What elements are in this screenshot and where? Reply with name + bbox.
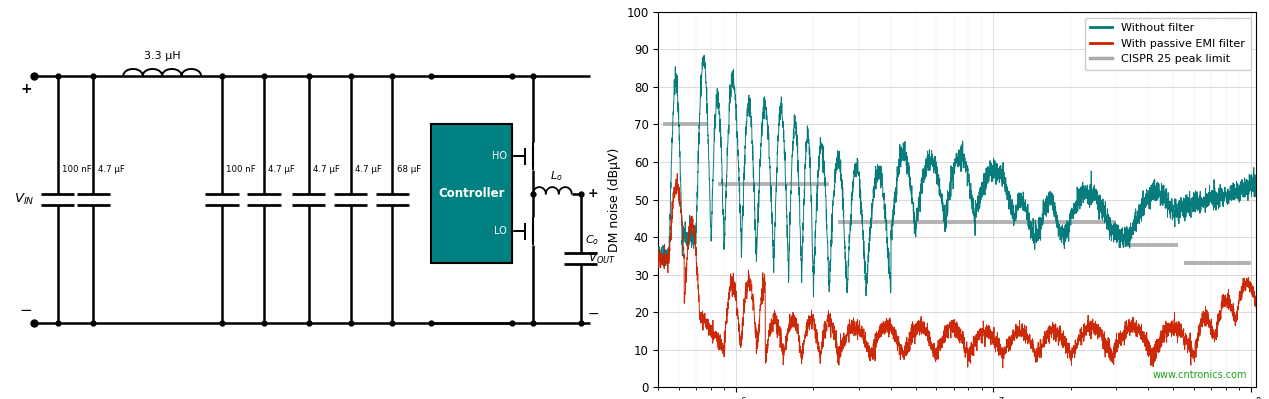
Text: $L_o$: $L_o$ — [549, 170, 562, 184]
Text: 100 nF: 100 nF — [226, 165, 256, 174]
Text: +: + — [20, 82, 32, 96]
Text: −: − — [588, 307, 599, 321]
Text: $C_o$: $C_o$ — [585, 233, 600, 247]
Text: 4.7 μF: 4.7 μF — [313, 165, 340, 174]
Text: 100 nF: 100 nF — [62, 165, 91, 174]
Text: $V_{IN}$: $V_{IN}$ — [14, 192, 34, 207]
Text: 4.7 μF: 4.7 μF — [355, 165, 382, 174]
Text: Controller: Controller — [438, 188, 505, 200]
Text: +: + — [588, 188, 599, 200]
Text: −: − — [19, 303, 32, 318]
Text: HO: HO — [492, 151, 508, 162]
Text: $V_{OUT}$: $V_{OUT}$ — [588, 251, 615, 266]
Legend: Without filter, With passive EMI filter, CISPR 25 peak limit: Without filter, With passive EMI filter,… — [1085, 18, 1251, 70]
Text: LO: LO — [495, 226, 508, 236]
Text: 3.3 μH: 3.3 μH — [143, 51, 180, 61]
Bar — [431, 124, 511, 263]
Text: www.cntronics.com: www.cntronics.com — [1152, 369, 1247, 379]
Text: 4.7 μF: 4.7 μF — [98, 165, 124, 174]
Text: 68 μF: 68 μF — [396, 165, 421, 174]
Y-axis label: DM noise (dBμV): DM noise (dBμV) — [608, 147, 621, 252]
Text: 4.7 μF: 4.7 μF — [268, 165, 294, 174]
